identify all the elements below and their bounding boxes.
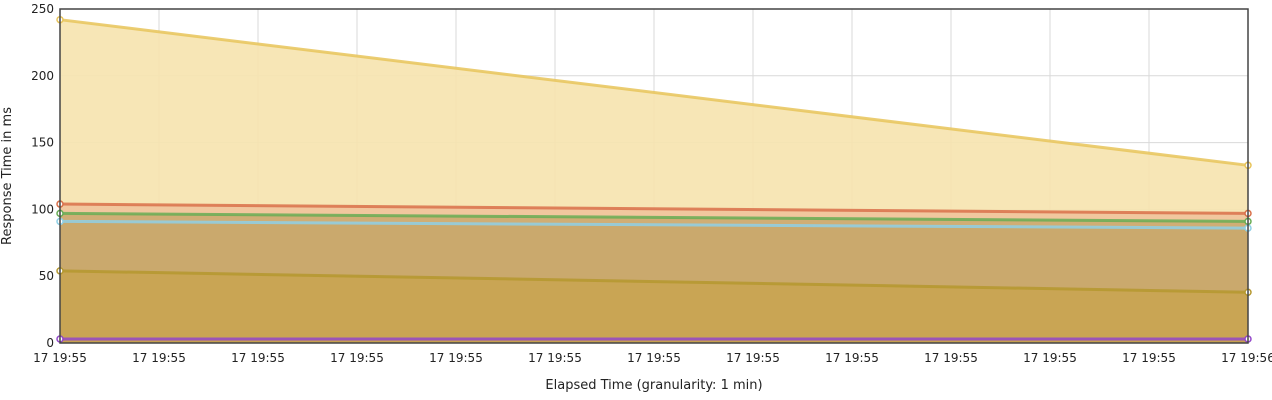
- series-line-4: [59, 219, 1249, 230]
- x-tick-label: 17 19:55: [1023, 351, 1077, 365]
- x-tick-label: 17 19:55: [825, 351, 879, 365]
- y-tick-label: 250: [31, 2, 54, 16]
- series-line-1: [59, 18, 1249, 167]
- y-axis-title: Response Time in ms: [0, 107, 15, 245]
- x-tick-label: 17 19:56: [1221, 351, 1272, 365]
- series-line-3: [59, 211, 1249, 223]
- y-axis-ticks: 0 50 100 150 200 250: [31, 2, 54, 350]
- series-areas: [60, 19, 1248, 344]
- x-tick-label: 17 19:55: [726, 351, 780, 365]
- x-tick-label: 17 19:55: [132, 351, 186, 365]
- y-tick-label: 50: [39, 269, 54, 283]
- y-tick-label: 100: [31, 202, 54, 216]
- x-tick-label: 17 19:55: [429, 351, 483, 365]
- x-tick-label: 17 19:55: [924, 351, 978, 365]
- y-tick-label: 200: [31, 69, 54, 83]
- x-tick-label: 17 19:55: [330, 351, 384, 365]
- x-tick-label: 17 19:55: [528, 351, 582, 365]
- plot-frame: [59, 8, 1249, 344]
- x-tick-label: 17 19:55: [231, 351, 285, 365]
- series-area-5: [60, 270, 1248, 343]
- x-tick-label: 17 19:55: [1122, 351, 1176, 365]
- y-tick-label: 0: [46, 336, 54, 350]
- x-tick-label: 17 19:55: [627, 351, 681, 365]
- x-axis-ticks: 17 19:55 17 19:55 17 19:55 17 19:55 17 19:55…: [33, 351, 1272, 365]
- x-tick-label: 17 19:55: [33, 351, 87, 365]
- series-line-5: [59, 269, 1249, 294]
- x-axis-title: Elapsed Time (granularity: 1 min): [545, 378, 762, 393]
- y-tick-label: 150: [31, 136, 54, 150]
- series-line-2: [59, 202, 1249, 215]
- series-lines: [59, 18, 1249, 341]
